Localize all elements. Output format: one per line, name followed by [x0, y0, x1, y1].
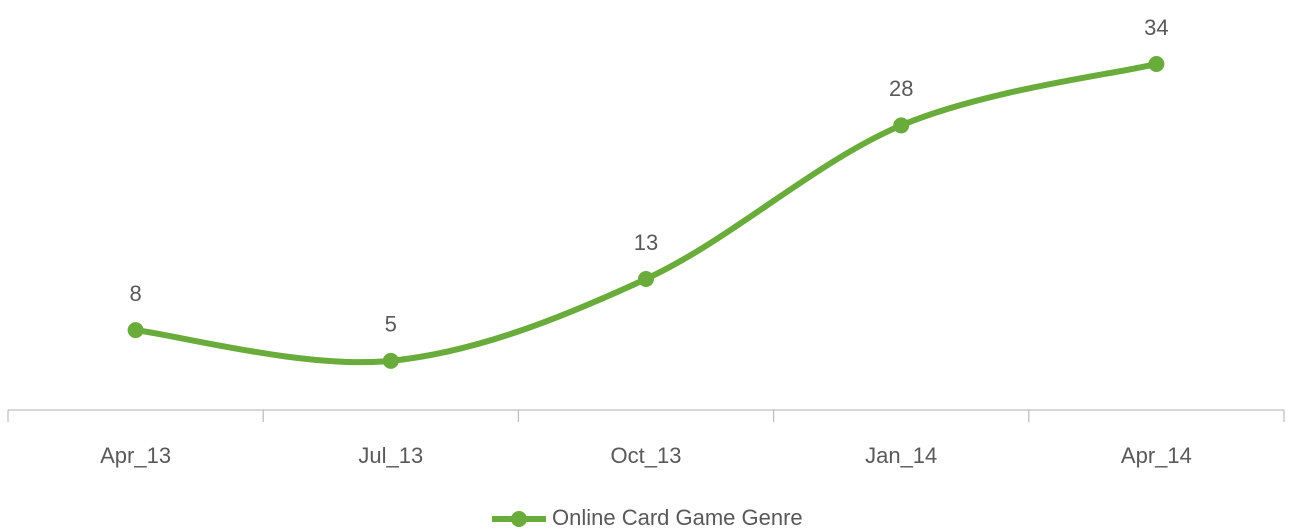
data-label: 13 [634, 230, 658, 255]
data-label: 34 [1144, 15, 1168, 40]
x-tick-label: Apr_13 [100, 443, 171, 468]
data-label: 5 [385, 312, 397, 337]
x-tick-label: Jul_13 [358, 443, 423, 468]
x-tick-label: Jan_14 [865, 443, 937, 468]
point [1148, 56, 1165, 72]
point [382, 352, 399, 369]
legend-label: Online Card Game Genre [552, 505, 803, 530]
legend-marker [511, 511, 527, 527]
x-tick-label: Apr_14 [1121, 443, 1192, 468]
point [638, 270, 654, 287]
point [893, 117, 910, 134]
series-line [132, 61, 1160, 366]
point [127, 322, 144, 339]
data-label: 8 [129, 281, 141, 306]
data-label: 28 [889, 76, 913, 101]
x-tick-label: Oct_13 [611, 443, 682, 468]
